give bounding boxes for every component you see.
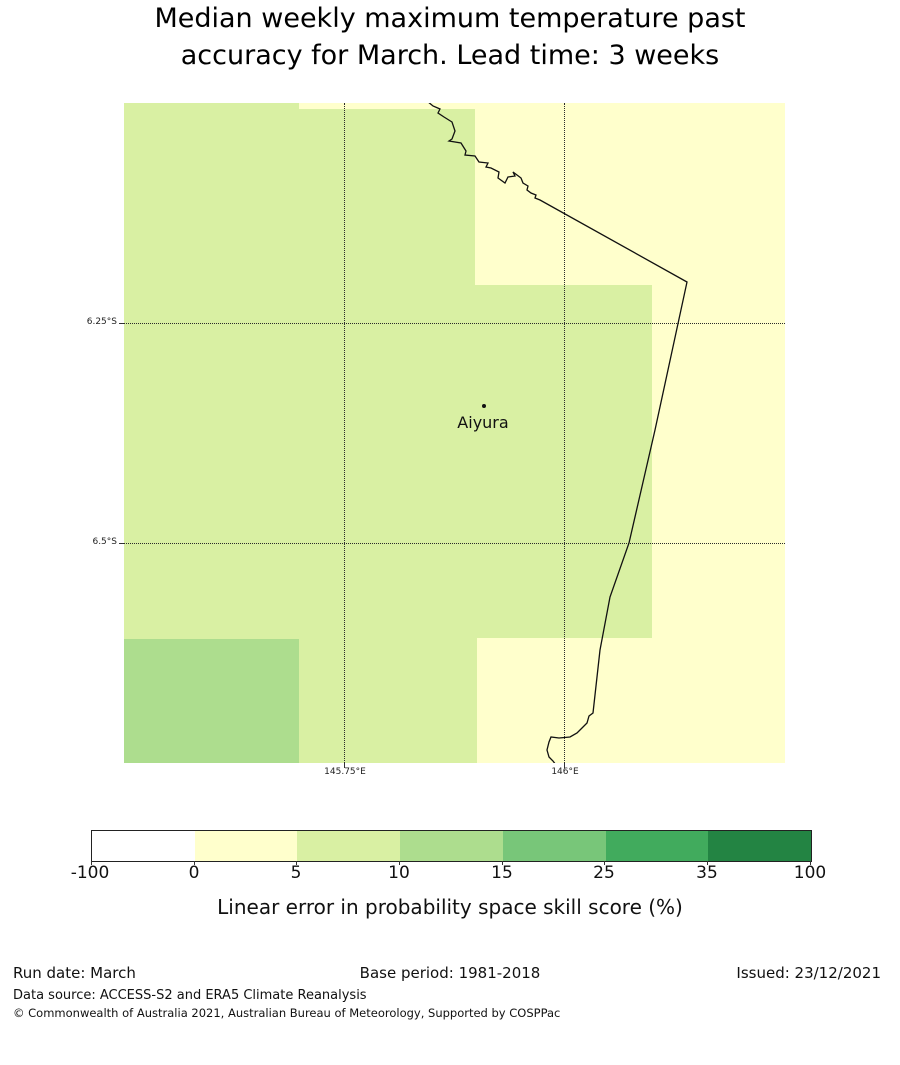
map-region-topright-skill-0-5 <box>475 103 785 285</box>
colorbar-segment-5-10 <box>297 831 401 861</box>
colorbar <box>91 830 812 862</box>
colorbar-ticklabel-10: 10 <box>388 863 410 883</box>
gridline-146E <box>564 103 565 763</box>
xtick-mark-145-75E <box>344 763 345 768</box>
colorbar-segment-10-15 <box>400 831 503 861</box>
footer-copyright: © Commonwealth of Australia 2021, Austra… <box>13 1006 561 1020</box>
gridline-6-25S <box>124 323 785 324</box>
colorbar-tick <box>810 861 811 865</box>
colorbar-ticklabel-35: 35 <box>696 863 718 883</box>
colorbar-tick <box>399 861 400 865</box>
colorbar-segment-0-5 <box>194 831 298 861</box>
colorbar-tick <box>502 861 503 865</box>
colorbar-segment-35-100 <box>708 831 812 861</box>
colorbar-ticklabel-100: 100 <box>793 863 827 883</box>
ytick-mark-6-5S <box>119 543 124 544</box>
colorbar-ticklabel-15: 15 <box>491 863 513 883</box>
gridline-6-5S <box>124 543 785 544</box>
footer-issued: Issued: 23/12/2021 <box>736 964 881 982</box>
colorbar-tick <box>707 861 708 865</box>
station-label: Aiyura <box>457 413 509 432</box>
colorbar-ticklabel-neg100: -100 <box>70 863 110 883</box>
xtick-label-145-75E: 145.75°E <box>324 767 366 777</box>
colorbar-segment-25-35 <box>605 831 709 861</box>
station-marker-dot <box>482 404 486 408</box>
ytick-label-6-5S: 6.5°S <box>92 537 117 547</box>
footer-base-period: Base period: 1981-2018 <box>359 964 541 982</box>
gridline-145-75E <box>344 103 345 763</box>
coastline-svg <box>428 103 688 763</box>
page-title: Median weekly maximum temperature past a… <box>0 0 900 74</box>
colorbar-tick <box>604 861 605 865</box>
colorbar-title: Linear error in probability space skill … <box>217 895 683 919</box>
coastline-path <box>428 103 688 763</box>
colorbar-tick <box>91 861 92 865</box>
colorbar-tick <box>194 861 195 865</box>
ytick-mark-6-25S <box>119 323 124 324</box>
page-title-line1: Median weekly maximum temperature past <box>154 3 746 34</box>
colorbar-tick <box>296 861 297 865</box>
colorbar-segment-15-25 <box>502 831 606 861</box>
ytick-label-6-25S: 6.25°S <box>86 317 117 327</box>
map-region-bottomleft-skill-10-15 <box>124 639 299 763</box>
map-canvas: Aiyura <box>124 103 785 763</box>
map-region-east-skill-0-5 <box>652 285 785 763</box>
colorbar-ticklabel-25: 25 <box>593 863 615 883</box>
map-region-top-strip-skill-0-5 <box>299 103 477 109</box>
colorbar-ticklabel-5: 5 <box>290 863 302 883</box>
colorbar-segment-neg100-0 <box>92 831 195 861</box>
footer-data-source: Data source: ACCESS-S2 and ERA5 Climate … <box>13 988 367 1003</box>
xtick-mark-146E <box>564 763 565 768</box>
xtick-label-146E: 146°E <box>551 767 579 777</box>
footer-run-date: Run date: March <box>13 964 136 982</box>
page-title-line2: accuracy for March. Lead time: 3 weeks <box>180 40 720 71</box>
colorbar-ticklabel-0: 0 <box>188 863 200 883</box>
